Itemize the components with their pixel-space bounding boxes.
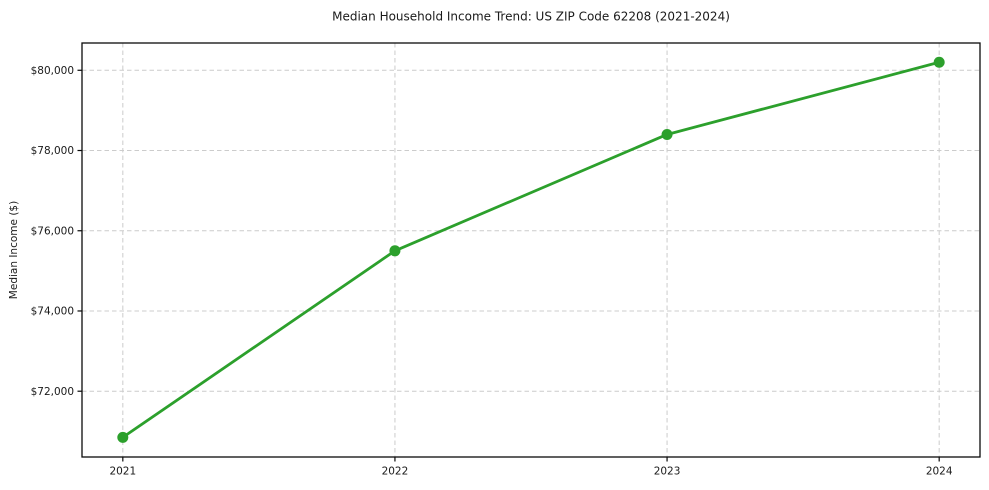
y-tick-label: $80,000 — [31, 65, 74, 77]
grid-layer — [82, 43, 980, 457]
y-tick-label: $72,000 — [31, 386, 74, 398]
income-trend-line — [121, 60, 941, 439]
data-point-2022 — [389, 245, 401, 257]
x-tick-label: 2024 — [926, 466, 953, 478]
chart-title: Median Household Income Trend: US ZIP Co… — [332, 10, 730, 24]
y-tick-label: $76,000 — [31, 225, 74, 237]
series-layer — [117, 56, 945, 443]
data-point-2024 — [933, 56, 945, 68]
y-tick-label: $74,000 — [31, 306, 74, 318]
y-axis-label: Median Income ($) — [8, 201, 20, 299]
axis-layer: $72,000 $74,000 $76,000 $78,000 $80,000 2021 2… — [31, 65, 953, 478]
data-point-2023 — [661, 128, 673, 140]
x-tick-label: 2021 — [109, 466, 136, 478]
x-tick-label: 2023 — [654, 466, 681, 478]
data-point-2021 — [117, 431, 129, 443]
plot-border — [81, 42, 981, 458]
y-tick-label: $78,000 — [31, 145, 74, 157]
x-tick-label: 2022 — [382, 466, 409, 478]
